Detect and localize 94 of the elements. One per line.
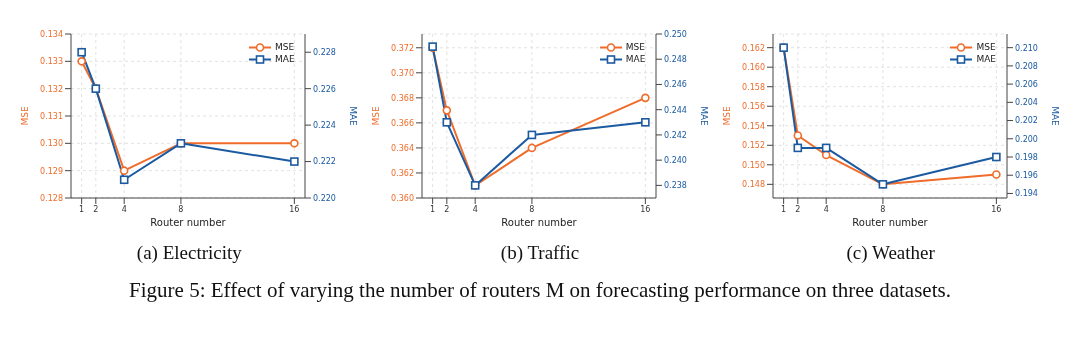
y2-tick-label: 0.242	[664, 130, 687, 140]
y-tick-label: 0.160	[741, 63, 765, 73]
y-tick-label: 0.134	[40, 29, 64, 39]
y2-tick-label: 0.208	[1014, 61, 1038, 71]
point	[442, 118, 452, 127]
y2-axis-title: MAE	[1049, 106, 1060, 127]
y2-tick-label: 0.198	[1014, 152, 1038, 162]
x-tick-label: 2	[93, 204, 99, 214]
x-tick-label: 2	[444, 204, 450, 214]
y-tick-label: 0.131	[40, 111, 64, 121]
legend-label: MSE	[976, 42, 996, 52]
legend-label: MAE	[275, 54, 295, 64]
y-axis-title: MSE	[371, 106, 382, 126]
y2-tick-label: 0.194	[1014, 189, 1038, 199]
x-tick-label: 2	[794, 204, 801, 214]
legend-label: MSE	[625, 42, 645, 52]
y-tick-label: 0.364	[391, 143, 414, 153]
y-tick-label: 0.154	[741, 121, 765, 131]
y2-tick-label: 0.206	[1014, 79, 1038, 89]
x-tick-label: 4	[823, 204, 829, 214]
y-axis-title: MSE	[20, 106, 31, 126]
x-tick-label: 1	[780, 204, 786, 214]
x-tick-label: 8	[880, 204, 886, 214]
y-tick-label: 0.148	[741, 180, 765, 190]
y-tick-label: 0.368	[391, 93, 414, 103]
point	[77, 47, 87, 57]
x-tick-label: 1	[79, 204, 85, 214]
y-tick-label: 0.360	[391, 193, 414, 203]
y-tick-label: 0.128	[40, 193, 64, 203]
point	[991, 152, 1001, 162]
x-axis-title: Router number	[150, 217, 227, 228]
point	[442, 106, 452, 115]
x-axis-title: Router number	[851, 217, 929, 228]
legend-label: MSE	[275, 42, 295, 52]
point	[290, 139, 299, 148]
point	[641, 118, 650, 127]
y-tick-label: 0.370	[391, 68, 414, 78]
y-tick-label: 0.129	[40, 166, 64, 176]
point	[991, 170, 1001, 179]
y2-tick-label: 0.200	[1014, 134, 1038, 144]
point	[120, 166, 129, 175]
y2-tick-label: 0.196	[1014, 171, 1038, 181]
y-tick-label: 0.362	[391, 168, 414, 178]
y2-tick-label: 0.240	[664, 155, 687, 165]
y-tick-label: 0.372	[391, 43, 414, 53]
y2-axis-title: MAE	[348, 106, 359, 127]
y2-tick-label: 0.202	[1014, 116, 1038, 126]
point	[641, 93, 650, 103]
x-axis-title: Router number	[501, 217, 578, 228]
text: (a) Electricity	[136, 242, 242, 264]
y2-tick-label: 0.244	[664, 105, 687, 115]
point	[793, 131, 802, 140]
point	[120, 175, 129, 185]
y-tick-label: 0.158	[741, 82, 765, 92]
x-tick-label: 4	[472, 204, 478, 214]
y2-tick-label: 0.238	[664, 181, 687, 191]
x-tick-label: 8	[178, 204, 184, 214]
y2-tick-label: 0.226	[313, 84, 337, 94]
point	[527, 143, 537, 153]
point	[290, 157, 299, 166]
caption: Figure 5: Effect of varying the number of routers M on forecasting performance on three datasets.	[128, 278, 952, 303]
x-tick-label: 16	[289, 204, 300, 214]
x-tick-label: 8	[529, 204, 535, 214]
point	[821, 143, 831, 153]
y-axis-title: MSE	[721, 106, 732, 126]
point	[77, 57, 87, 66]
legend-label: MAE	[625, 54, 646, 64]
y-tick-label: 0.133	[40, 57, 64, 67]
x-tick-label: 1	[430, 204, 436, 214]
legend-label: MAE	[976, 54, 997, 64]
point	[793, 143, 802, 153]
y-tick-label: 0.132	[40, 84, 64, 94]
x-tick-label: 16	[640, 204, 651, 214]
y2-tick-label: 0.250	[664, 29, 687, 39]
y-tick-label: 0.366	[391, 118, 414, 128]
y2-tick-label: 0.224	[313, 120, 337, 130]
y2-tick-label: 0.248	[664, 55, 687, 65]
y2-tick-label: 0.222	[313, 157, 337, 167]
y2-tick-label: 0.228	[313, 48, 337, 58]
point	[527, 130, 537, 140]
x-tick-label: 16	[990, 204, 1002, 214]
y-tick-label: 0.156	[741, 102, 765, 112]
y-tick-label: 0.150	[741, 160, 765, 170]
y2-tick-label: 0.220	[313, 193, 337, 203]
y2-tick-label: 0.246	[664, 80, 687, 90]
x-tick-label: 4	[121, 204, 128, 214]
text: (b) Traffic	[500, 242, 580, 264]
text: (c) Weather	[846, 242, 935, 264]
y-tick-label: 0.162	[741, 43, 765, 53]
y2-axis-title: MAE	[698, 106, 709, 127]
y-tick-label: 0.152	[741, 141, 765, 151]
y-tick-label: 0.130	[40, 139, 64, 149]
y2-tick-label: 0.204	[1014, 98, 1038, 108]
y2-tick-label: 0.210	[1014, 43, 1038, 53]
